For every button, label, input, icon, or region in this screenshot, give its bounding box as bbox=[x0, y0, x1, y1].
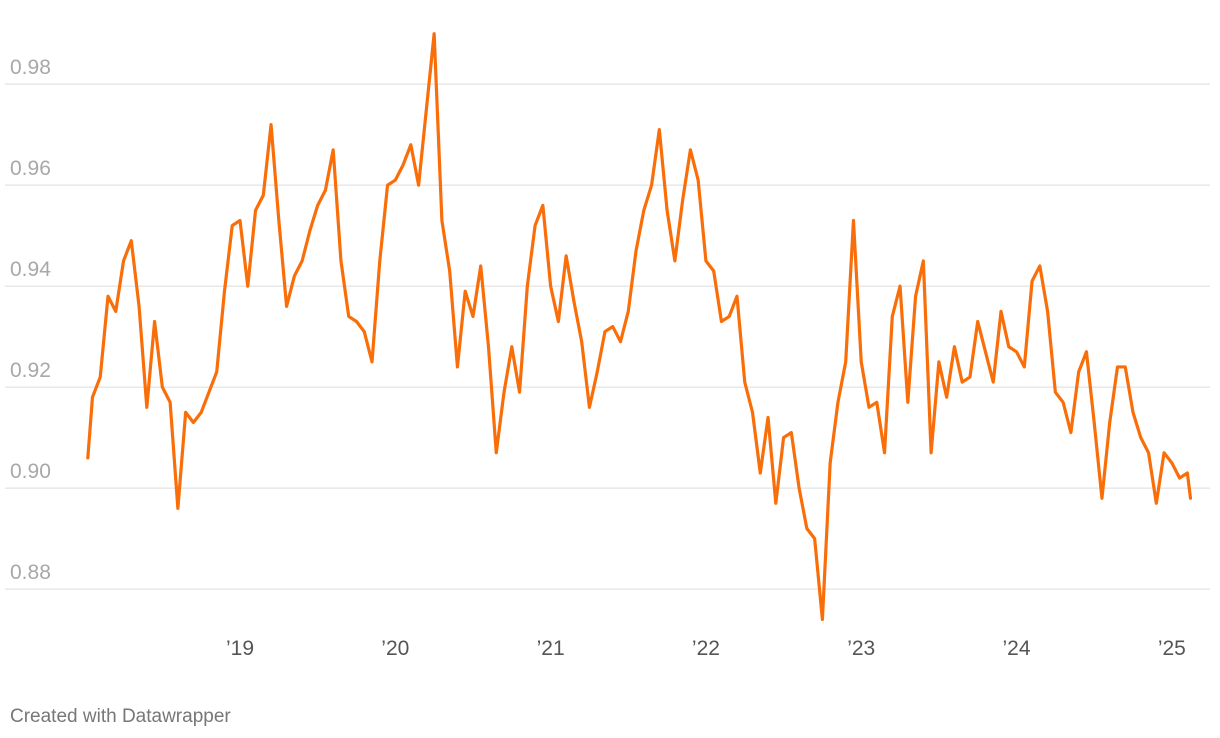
y-tick-label: 0.98 bbox=[10, 56, 51, 79]
line bbox=[86, 32, 1193, 622]
y-tick-label: 0.96 bbox=[10, 157, 51, 180]
x-tick-label: ’23 bbox=[847, 637, 875, 660]
y-tick-label: 0.88 bbox=[10, 561, 51, 584]
x-tick-label: ’21 bbox=[537, 637, 565, 660]
x-tick-label: ’25 bbox=[1158, 637, 1186, 660]
x-tick-label: ’24 bbox=[1003, 637, 1031, 660]
x-tick-label: ’20 bbox=[381, 637, 409, 660]
x-tick-label: ’19 bbox=[226, 637, 254, 660]
x-tick-label: ’22 bbox=[692, 637, 720, 660]
y-tick-label: 0.92 bbox=[10, 359, 51, 382]
credit: Created with Datawrapper bbox=[10, 706, 231, 727]
y-tick-label: 0.90 bbox=[10, 460, 51, 483]
y-tick-label: 0.94 bbox=[10, 258, 51, 281]
